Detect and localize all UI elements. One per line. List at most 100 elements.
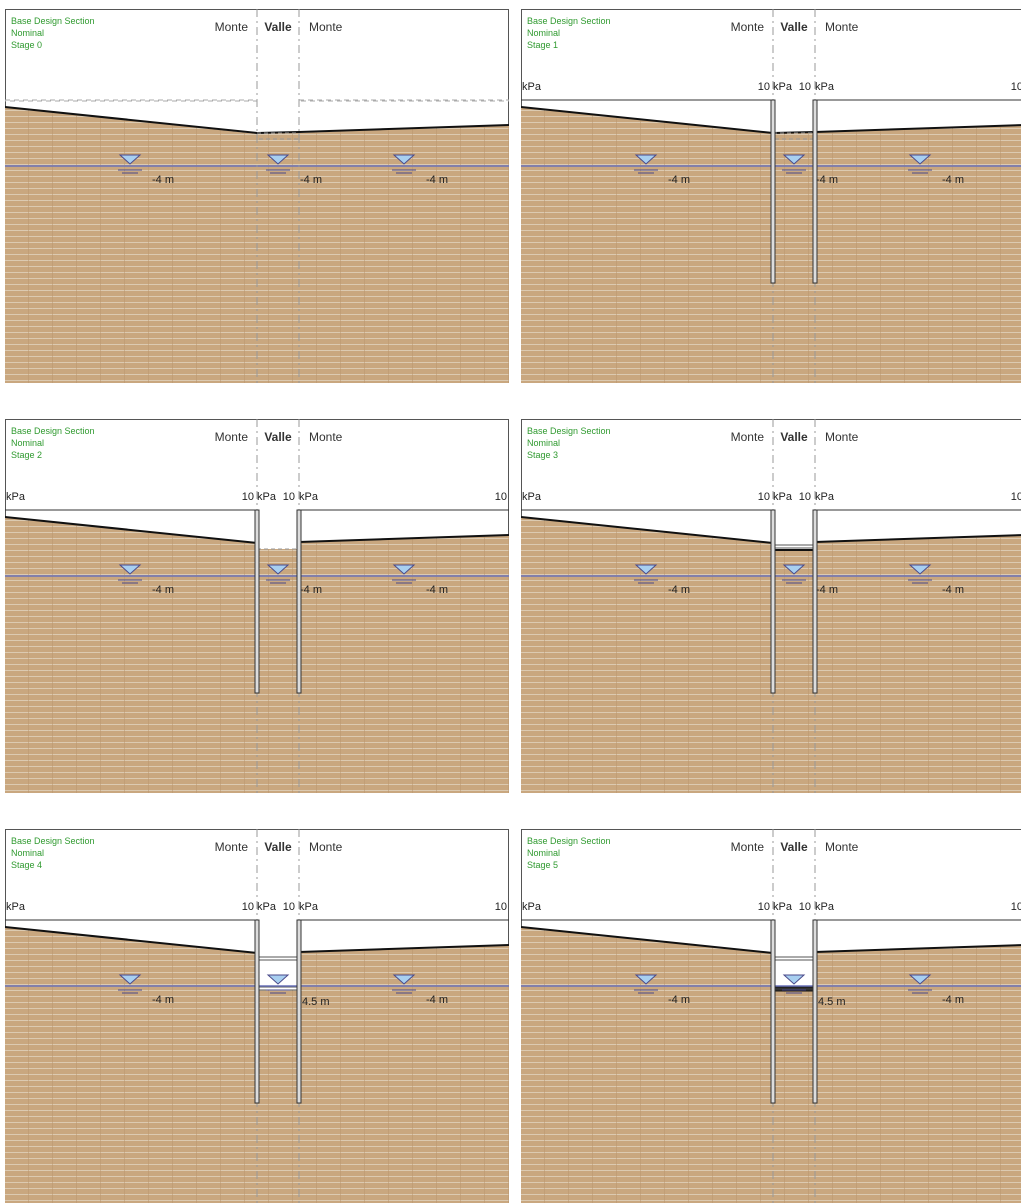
diaphragm-wall-right xyxy=(813,100,817,283)
water-level-center: -4 m xyxy=(816,584,838,596)
stage-panel-3[interactable]: -4 m -4 m -4 m kPa 10 kPa 10 kPa 10 Base… xyxy=(521,419,1021,793)
design-label: Nominal xyxy=(11,438,44,448)
surcharge-unit-mid: kPa xyxy=(773,491,793,503)
surcharge-value-left: 10 xyxy=(758,81,770,93)
surcharge-value-mid: 10 xyxy=(799,491,811,503)
section-label: Base Design Section xyxy=(11,836,95,846)
water-level-center: 4.5 m xyxy=(818,996,846,1008)
soil-body-left xyxy=(5,517,257,793)
center-label: Valle xyxy=(264,430,292,444)
center-label: Valle xyxy=(780,20,808,34)
side-left-label: Monte xyxy=(731,20,765,34)
strut-1 xyxy=(775,957,813,960)
section-label: Base Design Section xyxy=(527,836,611,846)
section-label: Base Design Section xyxy=(11,426,95,436)
surcharge-unit-mid: kPa xyxy=(773,81,793,93)
water-level-left: -4 m xyxy=(668,174,690,186)
design-label: Nominal xyxy=(11,28,44,38)
surcharge-value-mid: 10 xyxy=(283,491,295,503)
side-left-label: Monte xyxy=(215,840,249,854)
side-right-label: Monte xyxy=(825,840,859,854)
side-left-label: Monte xyxy=(215,20,249,34)
surcharge-unit-right: kPa xyxy=(815,81,835,93)
surcharge-value-right: 10 xyxy=(495,901,507,913)
surcharge-value-mid: 10 xyxy=(283,901,295,913)
soil-body-left xyxy=(521,517,773,793)
surcharge-unit-right: kPa xyxy=(815,491,835,503)
stage-panel-2[interactable]: -4 m -4 m -4 m kPa 10 kPa 10 kPa 10 Base… xyxy=(5,419,509,793)
surcharge-unit-right: kPa xyxy=(299,901,319,913)
surcharge-value-left: 10 xyxy=(242,901,254,913)
stage-panel-4[interactable]: -4 m 4.5 m -4 m kPa 10 kPa 10 kPa 10 Bas… xyxy=(5,829,509,1203)
stage-label: Stage 3 xyxy=(527,450,558,460)
side-left-label: Monte xyxy=(215,430,249,444)
center-label: Valle xyxy=(780,840,808,854)
surcharge-value-left: 10 xyxy=(758,491,770,503)
side-right-label: Monte xyxy=(825,430,859,444)
side-right-label: Monte xyxy=(309,20,343,34)
side-right-label: Monte xyxy=(309,430,343,444)
water-level-left: -4 m xyxy=(152,174,174,186)
stage-label: Stage 0 xyxy=(11,40,42,50)
center-label: Valle xyxy=(264,20,292,34)
water-level-right: -4 m xyxy=(426,174,448,186)
stage-panel-0[interactable]: -4 m -4 m -4 m Base Design Section Nomin… xyxy=(5,9,509,383)
water-level-left: -4 m xyxy=(152,584,174,596)
surcharge-value-right: 10 xyxy=(1011,491,1021,503)
side-left-label: Monte xyxy=(731,430,765,444)
water-level-center: -4 m xyxy=(816,174,838,186)
surcharge-unit-left: kPa xyxy=(6,901,26,913)
water-level-right: -4 m xyxy=(426,584,448,596)
stage-label: Stage 4 xyxy=(11,860,42,870)
center-label: Valle xyxy=(780,430,808,444)
surcharge-unit-left: kPa xyxy=(522,491,542,503)
stage-label: Stage 2 xyxy=(11,450,42,460)
surcharge-unit-left: kPa xyxy=(522,901,542,913)
design-label: Nominal xyxy=(11,848,44,858)
surcharge-unit-right: kPa xyxy=(815,901,835,913)
surcharge-unit-mid: kPa xyxy=(257,491,277,503)
surcharge-value-mid: 10 xyxy=(799,81,811,93)
surcharge-unit-right: kPa xyxy=(299,491,319,503)
soil-body-right xyxy=(815,535,1021,793)
soil-body-center xyxy=(773,549,815,793)
strut-1 xyxy=(775,545,813,548)
water-level-right: -4 m xyxy=(942,584,964,596)
design-label: Nominal xyxy=(527,28,560,38)
water-level-center: 4.5 m xyxy=(302,996,330,1008)
surcharge-value-left: 10 xyxy=(242,491,254,503)
side-right-label: Monte xyxy=(309,840,343,854)
stage-label: Stage 1 xyxy=(527,40,558,50)
surcharge-value-right: 10 xyxy=(1011,81,1021,93)
water-level-center: -4 m xyxy=(300,174,322,186)
surcharge-unit-left: kPa xyxy=(522,81,542,93)
side-right-label: Monte xyxy=(825,20,859,34)
section-label: Base Design Section xyxy=(11,16,95,26)
design-label: Nominal xyxy=(527,848,560,858)
section-label: Base Design Section xyxy=(527,426,611,436)
water-level-right: -4 m xyxy=(426,994,448,1006)
stage-panel-1[interactable]: -4 m -4 m -4 m kPa 10 kPa 10 kPa 10 Base… xyxy=(521,9,1021,383)
stage-panel-5[interactable]: -4 m 4.5 m -4 m kPa 10 kPa 10 kPa 10 Bas… xyxy=(521,829,1021,1203)
diaphragm-wall-left xyxy=(255,920,259,1103)
diaphragm-wall-right xyxy=(813,510,817,693)
diaphragm-wall-left xyxy=(771,100,775,283)
soil-body-center xyxy=(257,990,299,1203)
water-level-right: -4 m xyxy=(942,994,964,1006)
diaphragm-wall-right xyxy=(813,920,817,1103)
stage-label: Stage 5 xyxy=(527,860,558,870)
surcharge-value-mid: 10 xyxy=(799,901,811,913)
surcharge-value-left: 10 xyxy=(758,901,770,913)
diaphragm-wall-right xyxy=(297,510,301,693)
diaphragm-wall-left xyxy=(255,510,259,693)
section-label: Base Design Section xyxy=(527,16,611,26)
soil-body-center xyxy=(773,990,815,1203)
water-level-left: -4 m xyxy=(668,584,690,596)
strut-1 xyxy=(259,957,297,960)
water-level-left: -4 m xyxy=(668,994,690,1006)
water-level-right: -4 m xyxy=(942,174,964,186)
diaphragm-wall-right xyxy=(297,920,301,1103)
diaphragm-wall-left xyxy=(771,510,775,693)
surcharge-unit-left: kPa xyxy=(6,491,26,503)
water-level-left: -4 m xyxy=(152,994,174,1006)
